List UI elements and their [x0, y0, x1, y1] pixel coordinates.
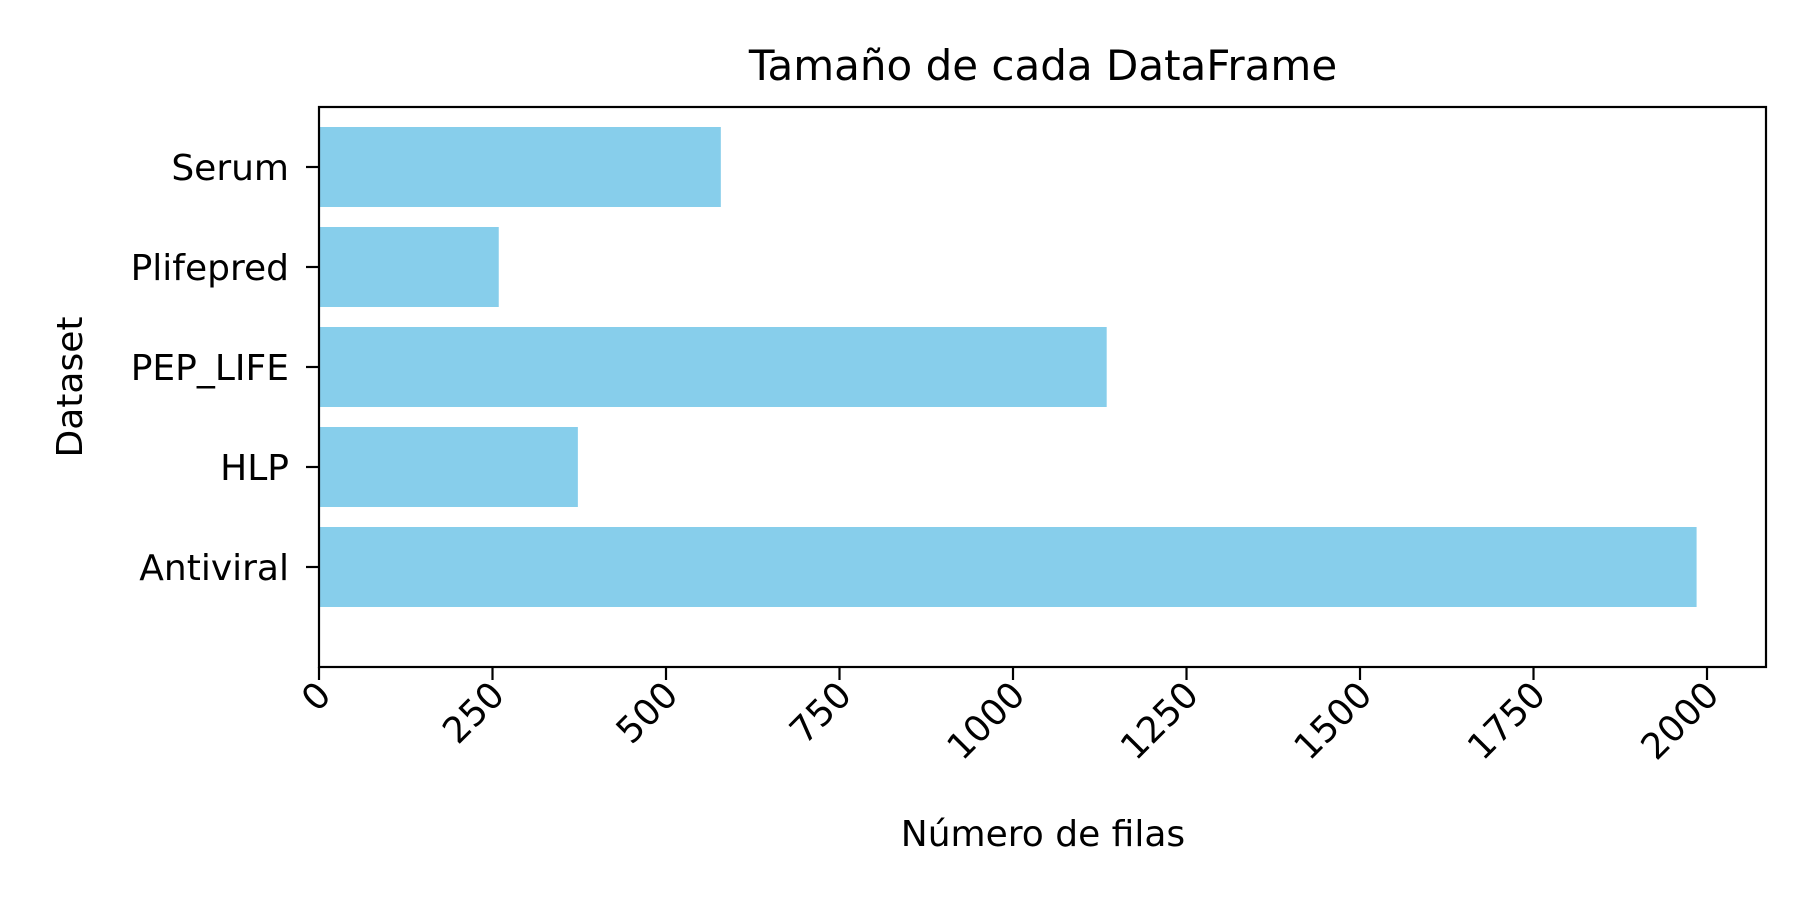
x-tick-label: 1500 — [1287, 674, 1381, 768]
x-tick-label: 750 — [782, 674, 860, 752]
y-tick-label: Serum — [171, 148, 289, 189]
bar-serum — [319, 127, 721, 207]
y-axis: Antiviral HLP PEP_LIFE Plifepred Serum — [131, 148, 319, 589]
bar-antiviral — [319, 527, 1697, 607]
x-tick-label: 1750 — [1460, 674, 1554, 768]
x-tick-label: 500 — [609, 674, 687, 752]
y-tick-label: PEP_LIFE — [131, 348, 289, 389]
x-axis: 0 250 500 750 1000 1250 1500 1750 2000 — [294, 667, 1727, 768]
y-axis-label: Dataset — [50, 317, 91, 458]
bar-pep-life — [319, 327, 1107, 407]
x-tick-label: 0 — [294, 674, 339, 719]
x-tick-label: 1250 — [1113, 674, 1207, 768]
bars-group — [319, 127, 1697, 607]
x-axis-label: Número de filas — [901, 814, 1185, 855]
bar-hlp — [319, 427, 578, 507]
y-tick-label: HLP — [220, 448, 289, 489]
x-tick-label: 250 — [435, 674, 513, 752]
plot-frame — [317, 105, 1768, 669]
x-tick-label: 2000 — [1634, 674, 1728, 768]
y-tick-label: Antiviral — [139, 548, 289, 589]
bar-plifepred — [319, 227, 499, 307]
chart-title: Tamaño de cada DataFrame — [748, 41, 1337, 90]
y-tick-label: Plifepred — [131, 248, 289, 289]
x-tick-label: 1000 — [940, 674, 1034, 768]
